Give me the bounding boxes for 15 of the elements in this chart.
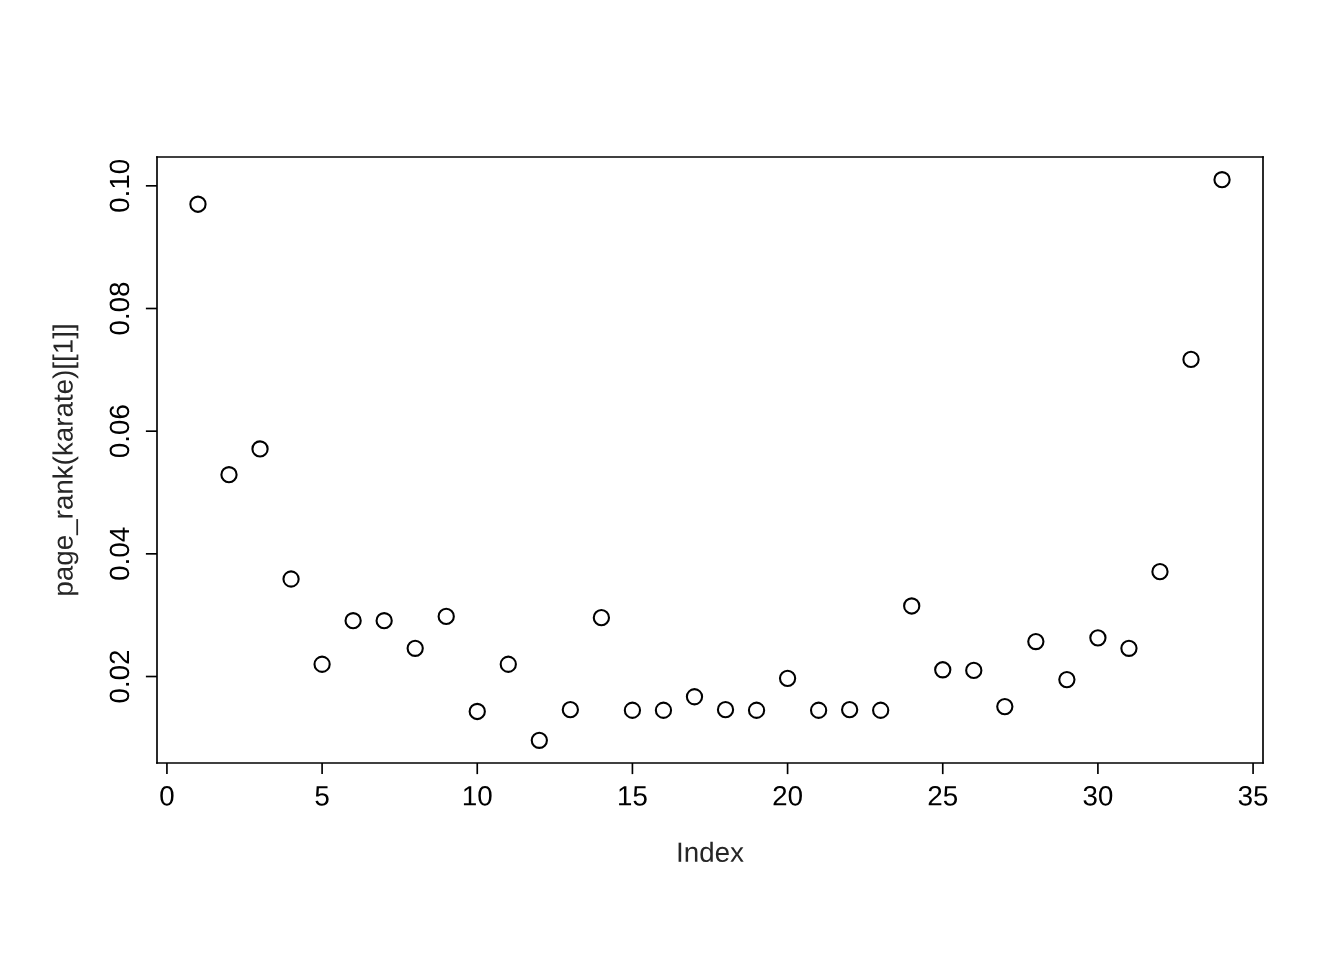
y-tick-label: 0.06 [109, 405, 130, 458]
x-tick-label: 15 [619, 786, 647, 806]
x-tick-label: 25 [928, 785, 958, 806]
x-tick-label: 0 [160, 785, 174, 806]
x-tick-label: 35 [1238, 785, 1268, 806]
y-tick-label: 0.10 [109, 159, 130, 212]
y-axis-title: page_rank(karate)[[1]] [52, 325, 79, 595]
y-tick-label: 0.02 [109, 650, 130, 703]
x-axis-title: Index [678, 841, 744, 863]
x-tick-label: 30 [1083, 785, 1113, 806]
x-tick-label: 20 [773, 785, 802, 806]
y-tick-label: 0.04 [109, 527, 130, 580]
y-tick-label: 0.08 [109, 282, 130, 335]
x-tick-label: 10 [463, 785, 492, 806]
x-tick-label: 5 [315, 786, 329, 806]
